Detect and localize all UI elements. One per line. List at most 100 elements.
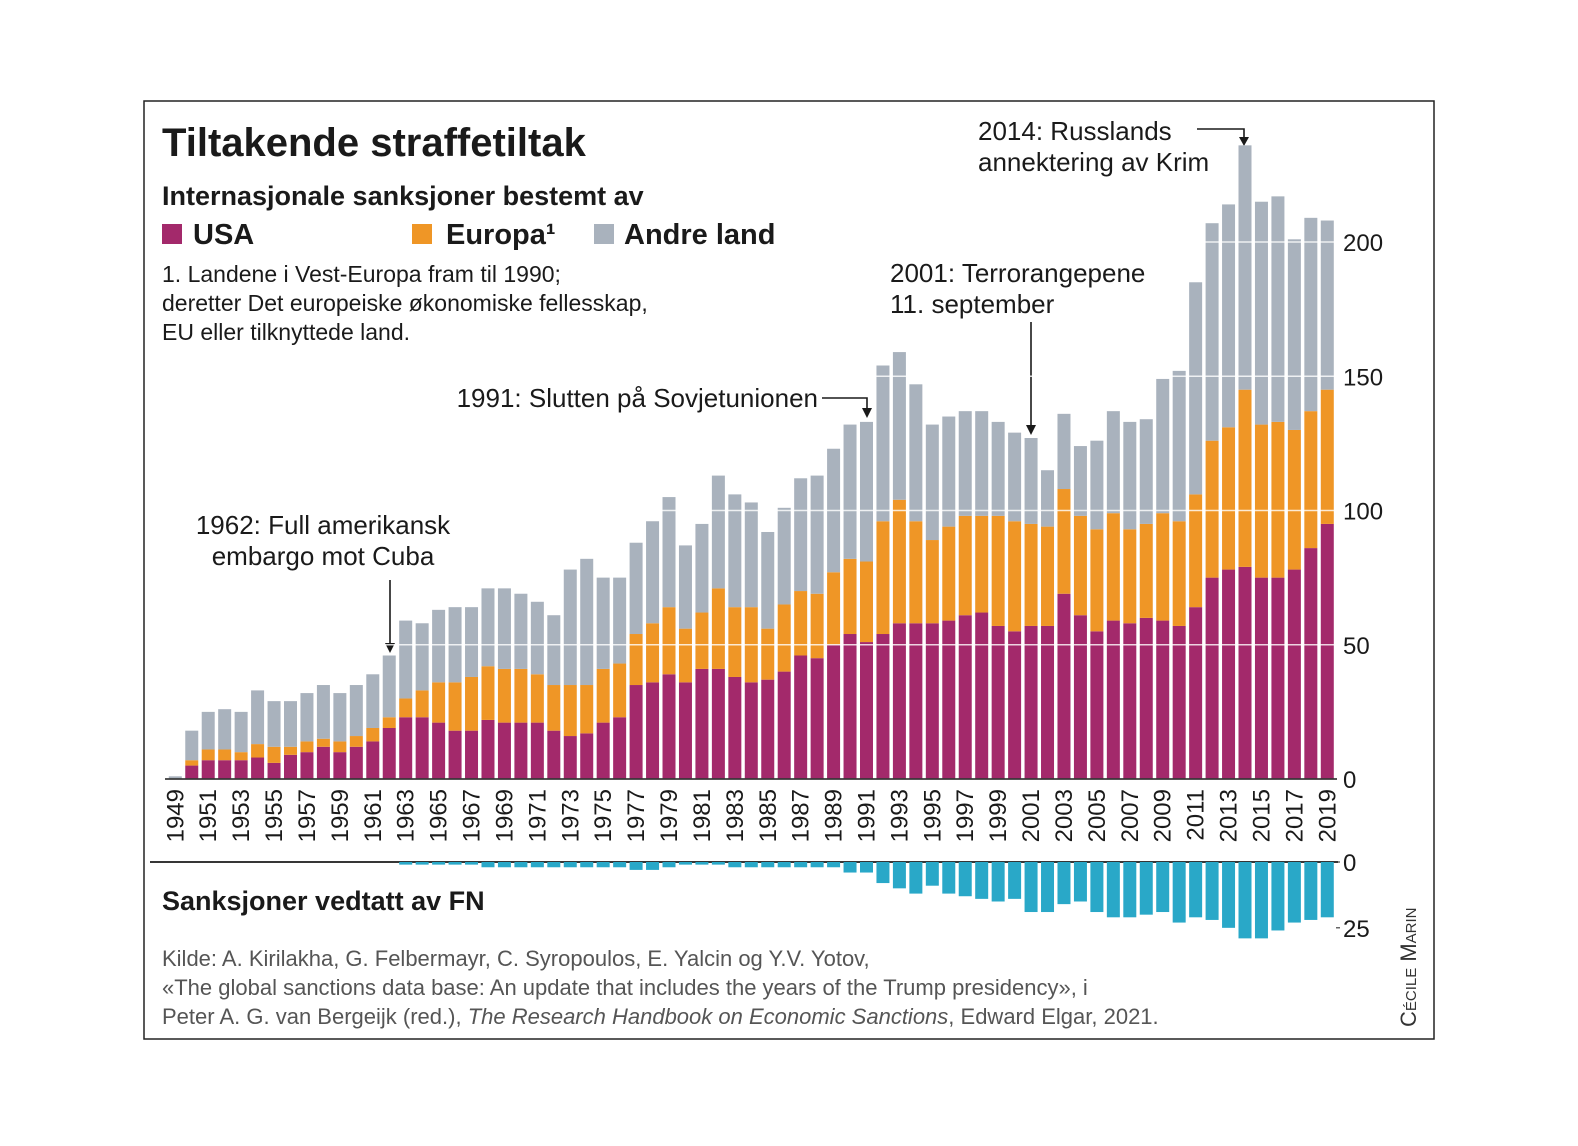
bar [810,658,824,779]
bar [728,862,742,868]
footnote: deretter Det europeiske økonomiske felle… [162,290,648,316]
bar [1073,515,1087,616]
bar [662,497,676,608]
bar [497,668,511,723]
bar [1057,413,1071,490]
bar [975,515,989,613]
x-tick-label: 2001 [1018,789,1045,842]
bar [761,628,775,680]
bar [234,752,248,761]
bar [777,604,791,672]
chart-title: Tiltakende straffetiltak [162,121,587,165]
bar [1172,521,1186,626]
bar [481,588,495,667]
bar [975,411,989,516]
bar [942,526,956,621]
bar [251,757,265,779]
bar [1156,513,1170,621]
bar [1139,862,1153,915]
bar [1222,427,1236,570]
bar [843,634,857,779]
source-part: Peter A. G. van Bergeijk (red.), [162,1004,468,1029]
y-tick-label: 150 [1343,364,1383,391]
x-tick-label: 2011 [1183,789,1210,841]
bar [1254,577,1268,779]
bar [399,698,413,718]
bar [1287,569,1301,779]
bar [580,685,594,734]
bar [1057,593,1071,779]
bar [662,674,676,779]
bar [283,746,297,755]
bar [547,615,561,686]
bar [1041,862,1055,913]
bar [497,862,511,868]
x-tick-label: 1983 [722,789,749,842]
bar [925,862,939,886]
x-tick-label: 1965 [426,789,453,842]
bar [1123,623,1137,779]
bar [399,717,413,779]
bar [711,475,725,589]
bar [1205,862,1219,920]
bar [662,607,676,675]
bar [1057,489,1071,594]
bar [810,862,824,868]
x-tick-label: 1995 [919,789,946,842]
bar [942,620,956,779]
bar [892,499,906,624]
chart-subtitle: Internasjonale sanksjoner bestemt av [162,181,644,211]
x-tick-label: 1987 [788,789,815,842]
bar [316,746,330,779]
bar [465,676,479,731]
annotation: 1991: Slutten på Sovjetunionen [457,383,818,413]
source: Kilde: A. Kirilakha, G. Felbermayr, C. S… [162,946,870,971]
bar [251,744,265,758]
bar [942,416,956,527]
bar [596,668,610,723]
bar [168,776,182,779]
bar [1106,411,1120,514]
bar [711,862,725,865]
bar [794,862,808,868]
bar [432,722,446,779]
bar [1041,526,1055,626]
footnote: 1. Landene i Vest-Europa fram til 1990; [162,261,561,287]
bar [563,736,577,779]
bar [678,545,692,629]
bar [1304,548,1318,779]
bar [1205,223,1219,441]
bar [1254,424,1268,578]
bar [563,569,577,686]
y-tick-label: 50 [1343,633,1370,660]
bar [201,760,215,779]
bar [892,623,906,779]
bar [629,542,643,635]
bar [1304,411,1318,549]
bar [316,685,330,739]
bar [876,862,890,884]
bar [1106,862,1120,918]
x-tick-label: 2009 [1150,789,1177,842]
bar [810,593,824,659]
bar [1024,438,1038,524]
x-tick-label: 2005 [1084,789,1111,842]
bar [234,760,248,779]
bar [1139,523,1153,618]
bar [1090,862,1104,913]
bar [1172,370,1186,522]
bar [201,711,215,750]
bar [1271,862,1285,931]
bar [843,558,857,635]
x-tick-label: 2003 [1051,789,1078,842]
bar [316,738,330,747]
bar [646,623,660,683]
credit: Cécile Marin [1396,907,1421,1027]
bar [448,862,462,865]
bar [629,634,643,686]
bar [399,862,413,865]
x-tick-label: 1999 [985,789,1012,842]
bar [300,693,314,742]
bar [629,685,643,779]
bar [958,411,972,516]
